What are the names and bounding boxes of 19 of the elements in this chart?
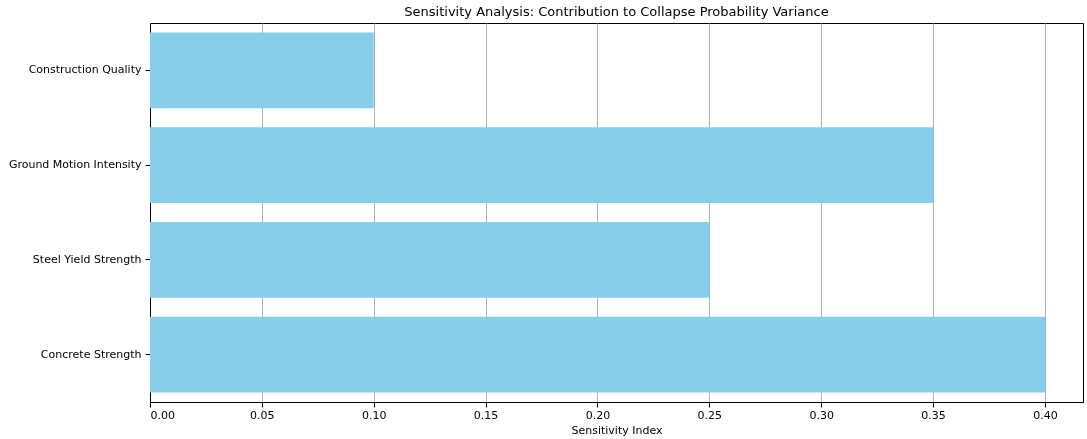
y-tick-label: Construction Quality — [28, 63, 142, 77]
x-tick-label: 0.05 — [250, 408, 275, 422]
x-tick-label: 0.20 — [585, 408, 611, 422]
y-tick-label: Steel Yield Strength — [32, 252, 142, 266]
bar — [150, 316, 1045, 393]
x-tick-label: 0.30 — [809, 408, 834, 422]
bar — [150, 32, 374, 109]
bar — [150, 221, 710, 298]
y-tick-label: Concrete Strength — [40, 347, 142, 361]
bar — [150, 127, 934, 204]
x-tick-label: 0.15 — [473, 408, 499, 422]
x-tick-label: 0.25 — [697, 408, 723, 422]
x-axis-title: Sensitivity Index — [571, 423, 664, 437]
y-tick-label: Ground Motion Intensity — [8, 158, 142, 172]
x-tick-label: 0.00 — [150, 408, 175, 422]
x-tick-label: 0.10 — [361, 408, 387, 422]
x-tick-label: 0.35 — [921, 408, 946, 422]
x-tick-label: 0.40 — [1033, 408, 1058, 422]
chart-title: Sensitivity Analysis: Contribution to Collapse Probability Variance — [404, 4, 829, 19]
